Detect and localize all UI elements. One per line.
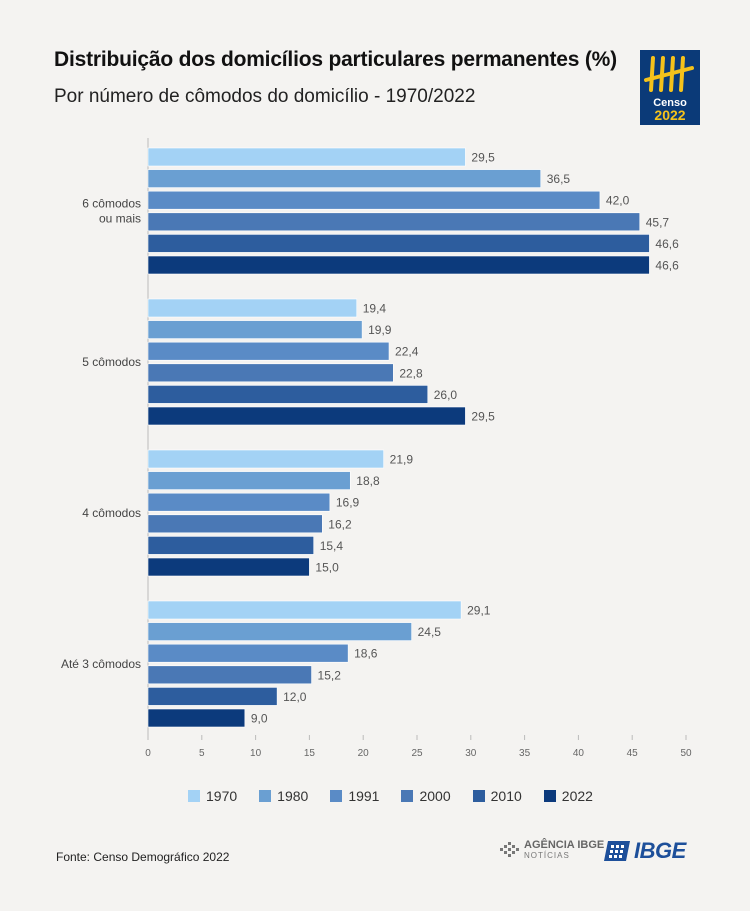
data-label: 36,5: [547, 172, 571, 186]
source-note: Fonte: Censo Demográfico 2022: [56, 850, 230, 864]
data-label: 15,4: [320, 539, 344, 553]
data-label: 24,5: [418, 625, 442, 639]
legend-label: 2022: [561, 788, 593, 804]
bar-2022: [147, 708, 246, 728]
data-label: 46,6: [655, 259, 679, 273]
x-tick-label: 25: [411, 748, 423, 759]
ibge-logo: IBGE: [604, 838, 686, 864]
data-label: 15,2: [318, 668, 342, 682]
legend-item-1970: 1970: [188, 788, 237, 804]
x-tick-label: 35: [519, 748, 531, 759]
x-tick-label: 40: [573, 748, 585, 759]
bar-1970: [147, 600, 462, 620]
chart-subtitle: Por número de cômodos do domicílio - 197…: [54, 86, 476, 107]
bar-2000: [147, 514, 323, 534]
x-tick-label: 10: [250, 748, 262, 759]
legend-swatch: [330, 790, 343, 802]
bar-2010: [147, 234, 650, 253]
bar-2000: [147, 363, 394, 383]
legend-item-2022: 2022: [543, 788, 593, 804]
x-tick-label: 20: [358, 748, 370, 759]
category-label: ou mais: [99, 212, 141, 226]
bar-1991: [147, 190, 601, 210]
agencia-grid-icon: [500, 842, 519, 857]
legend-item-2010: 2010: [472, 788, 522, 804]
x-tick-label: 45: [627, 748, 639, 759]
data-label: 9,0: [251, 712, 268, 726]
legend-swatch: [401, 790, 414, 802]
legend-swatch: [259, 790, 272, 802]
data-label: 19,9: [368, 323, 392, 337]
legend-swatch: [188, 790, 200, 802]
data-label: 22,4: [395, 345, 419, 359]
chart-title: Distribuição dos domicílios particulares…: [54, 48, 617, 71]
legend-label: 1991: [348, 788, 380, 804]
bar-chart: 0 5 10 15 20 25 30 35 40 45 50 29,5 36,5 42,0 45,7 46,6…: [61, 138, 692, 759]
bar-1980: [147, 471, 351, 490]
data-label: 26,0: [434, 388, 458, 402]
category-label: 5 cômodos: [82, 355, 141, 369]
legend-item-2000: 2000: [401, 788, 451, 804]
data-label: 21,9: [390, 453, 414, 467]
bar-1980: [147, 622, 412, 641]
data-label: 29,5: [471, 151, 495, 165]
censo-2022-logo: Censo 2022: [640, 50, 700, 125]
legend-label: 1970: [206, 788, 238, 804]
data-label: 46,6: [655, 237, 679, 251]
category-label: 6 cômodos: [82, 197, 141, 211]
bar-2010: [147, 687, 278, 706]
legend-item-1991: 1991: [330, 788, 379, 804]
data-label: 42,0: [606, 194, 630, 208]
bar-1970: [147, 449, 384, 469]
data-label: 18,6: [354, 647, 378, 661]
bar-1970: [147, 298, 358, 318]
bar-1991: [147, 492, 331, 512]
x-tick-label: 5: [199, 748, 205, 759]
bar-2022: [147, 406, 466, 426]
x-tick-label: 15: [304, 748, 316, 759]
agencia-ibge-logo: AGÊNCIA IBGE NOTÍCIAS: [500, 840, 604, 860]
ibge-logo-text: IBGE: [634, 838, 686, 863]
ibge-mark-icon: [604, 841, 630, 861]
data-label: 12,0: [283, 690, 307, 704]
data-label: 45,7: [646, 215, 670, 229]
data-label: 19,4: [363, 302, 387, 316]
bar-2010: [147, 385, 429, 404]
censo-logo-year: 2022: [654, 107, 685, 123]
category-label: 4 cômodos: [82, 506, 141, 520]
category-label: Até 3 cômodos: [61, 657, 141, 671]
bar-2000: [147, 665, 312, 685]
x-tick-label: 30: [465, 748, 477, 759]
data-label: 29,1: [467, 604, 491, 618]
bar-2022: [147, 557, 310, 577]
bar-1991: [147, 341, 390, 361]
data-label: 16,9: [336, 496, 360, 510]
legend-swatch: [472, 790, 485, 802]
data-label: 22,8: [399, 366, 423, 380]
bar-1980: [147, 320, 363, 339]
agencia-logo-subtitle: NOTÍCIAS: [524, 851, 570, 860]
legend-swatch: [543, 790, 556, 802]
bar-1970: [147, 147, 466, 167]
bar-2022: [147, 255, 650, 275]
bar-2000: [147, 212, 641, 232]
x-tick-label: 0: [145, 748, 151, 759]
data-label: 18,8: [356, 474, 380, 488]
x-tick-label: 50: [680, 748, 692, 759]
data-label: 15,0: [315, 561, 339, 575]
legend-label: 2010: [490, 788, 522, 804]
censo-logo-word: Censo: [653, 97, 687, 109]
chart-legend: 1970 1980 1991 2000 2010 2022: [188, 788, 615, 804]
data-label: 29,5: [471, 410, 495, 424]
data-label: 16,2: [328, 517, 352, 531]
bar-1991: [147, 643, 349, 663]
agencia-logo-title: AGÊNCIA IBGE: [524, 839, 605, 851]
censo-tally-icon: Censo 2022: [644, 56, 694, 123]
legend-label: 1980: [277, 788, 309, 804]
legend-item-1980: 1980: [259, 788, 308, 804]
bar-1980: [147, 169, 542, 188]
legend-label: 2000: [419, 788, 451, 804]
bar-2010: [147, 536, 315, 555]
